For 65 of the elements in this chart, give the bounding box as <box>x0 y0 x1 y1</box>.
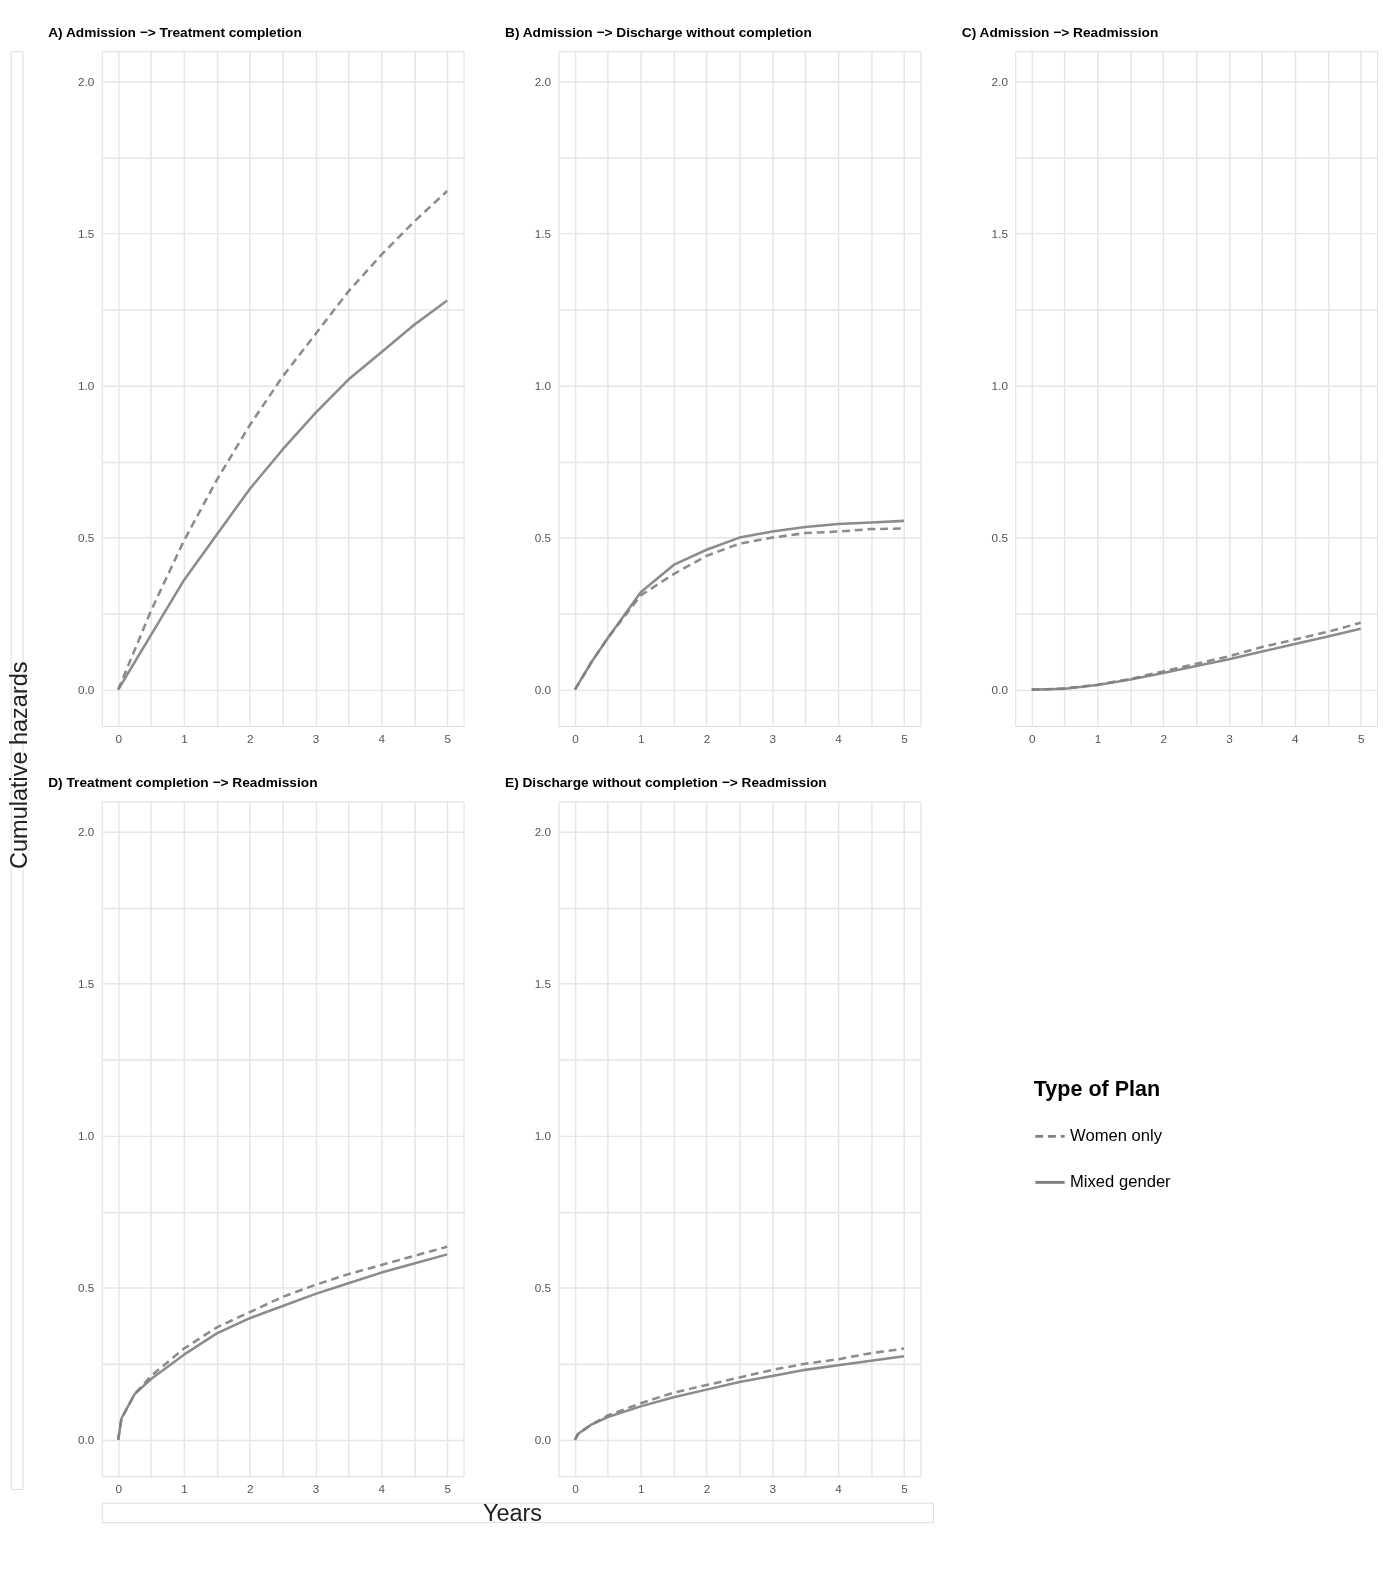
chart-title: E) Discharge without completion −> Readmission <box>505 774 827 790</box>
x-axis-title: Years <box>482 1500 543 1527</box>
y-tick-label: 1.0 <box>534 1129 552 1143</box>
x-tick-label: 5 <box>444 1482 452 1496</box>
y-tick-label: 1.5 <box>534 977 552 991</box>
y-tick-label: 0.5 <box>78 1281 95 1295</box>
y-tick-label: 0.5 <box>991 531 1009 545</box>
y-tick-label: 0.0 <box>78 1433 95 1447</box>
y-tick-label: 0.0 <box>534 683 552 697</box>
legend-label: Mixed gender <box>1070 1172 1172 1192</box>
legend-label: Women only <box>1070 1126 1163 1146</box>
y-tick-label: 1.0 <box>534 379 552 393</box>
x-tick-label: 0 <box>115 1482 123 1496</box>
x-tick-label: 0 <box>572 732 580 746</box>
x-tick-label: 1 <box>637 732 645 746</box>
y-tick-label: 0.0 <box>78 683 95 697</box>
x-tick-label: 2 <box>1160 732 1168 746</box>
y-tick-label: 1.5 <box>78 977 95 991</box>
x-tick-label: 5 <box>901 732 909 746</box>
x-tick-label: 4 <box>378 1482 386 1496</box>
y-tick-label: 0.5 <box>78 531 95 545</box>
x-tick-label: 5 <box>444 732 452 746</box>
x-tick-label: 2 <box>703 732 711 746</box>
chart-title: A) Admission −> Treatment completion <box>48 24 302 40</box>
x-tick-label: 3 <box>312 732 320 746</box>
x-tick-label: 2 <box>703 1482 711 1496</box>
x-tick-label: 3 <box>312 1482 320 1496</box>
x-tick-label: 4 <box>378 732 386 746</box>
x-tick-label: 1 <box>1094 732 1102 746</box>
y-tick-label: 1.5 <box>991 227 1009 241</box>
x-tick-label: 1 <box>181 732 188 746</box>
x-tick-label: 0 <box>1028 732 1036 746</box>
x-tick-label: 5 <box>1357 732 1365 746</box>
y-tick-label: 0.5 <box>534 1281 552 1295</box>
x-tick-label: 2 <box>246 732 254 746</box>
y-tick-label: 0.5 <box>534 531 552 545</box>
y-tick-label: 2.0 <box>78 825 95 839</box>
y-tick-label: 1.0 <box>991 379 1009 393</box>
x-tick-label: 4 <box>835 732 843 746</box>
legend-title: Type of Plan <box>1033 1076 1161 1101</box>
x-tick-label: 3 <box>769 1482 777 1496</box>
x-tick-label: 0 <box>572 1482 580 1496</box>
y-tick-label: 2.0 <box>534 825 552 839</box>
x-tick-label: 3 <box>769 732 777 746</box>
x-tick-label: 1 <box>181 1482 188 1496</box>
y-tick-label: 1.5 <box>534 227 552 241</box>
x-tick-label: 0 <box>115 732 123 746</box>
y-tick-label: 1.0 <box>78 1129 95 1143</box>
x-tick-label: 4 <box>835 1482 843 1496</box>
y-tick-label: 1.0 <box>78 379 95 393</box>
chart-title: D) Treatment completion −> Readmission <box>48 774 318 790</box>
y-tick-label: 0.0 <box>991 683 1009 697</box>
y-tick-label: 2.0 <box>534 75 552 89</box>
y-tick-label: 2.0 <box>991 75 1009 89</box>
y-tick-label: 0.0 <box>534 1433 552 1447</box>
x-tick-label: 3 <box>1226 732 1233 746</box>
x-tick-label: 1 <box>637 1482 645 1496</box>
x-tick-label: 4 <box>1292 732 1300 746</box>
chart-title: B) Admission −> Discharge without completion <box>505 24 812 40</box>
x-tick-label: 2 <box>246 1482 254 1496</box>
x-tick-label: 5 <box>901 1482 909 1496</box>
y-tick-label: 2.0 <box>78 75 95 89</box>
y-axis-title: Cumulative hazards <box>6 661 33 869</box>
y-tick-label: 1.5 <box>78 227 95 241</box>
chart-title: C) Admission −> Readmission <box>961 24 1159 40</box>
